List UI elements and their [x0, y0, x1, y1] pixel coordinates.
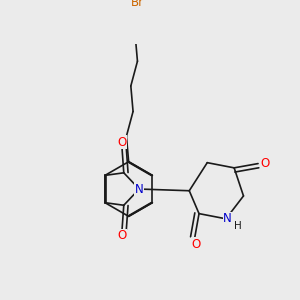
Text: Br: Br	[131, 0, 144, 9]
Text: O: O	[118, 136, 127, 148]
Text: N: N	[135, 182, 143, 196]
Text: N: N	[223, 212, 232, 225]
Text: O: O	[192, 238, 201, 251]
Text: H: H	[234, 220, 242, 231]
Text: O: O	[260, 157, 269, 170]
Text: O: O	[118, 230, 127, 242]
